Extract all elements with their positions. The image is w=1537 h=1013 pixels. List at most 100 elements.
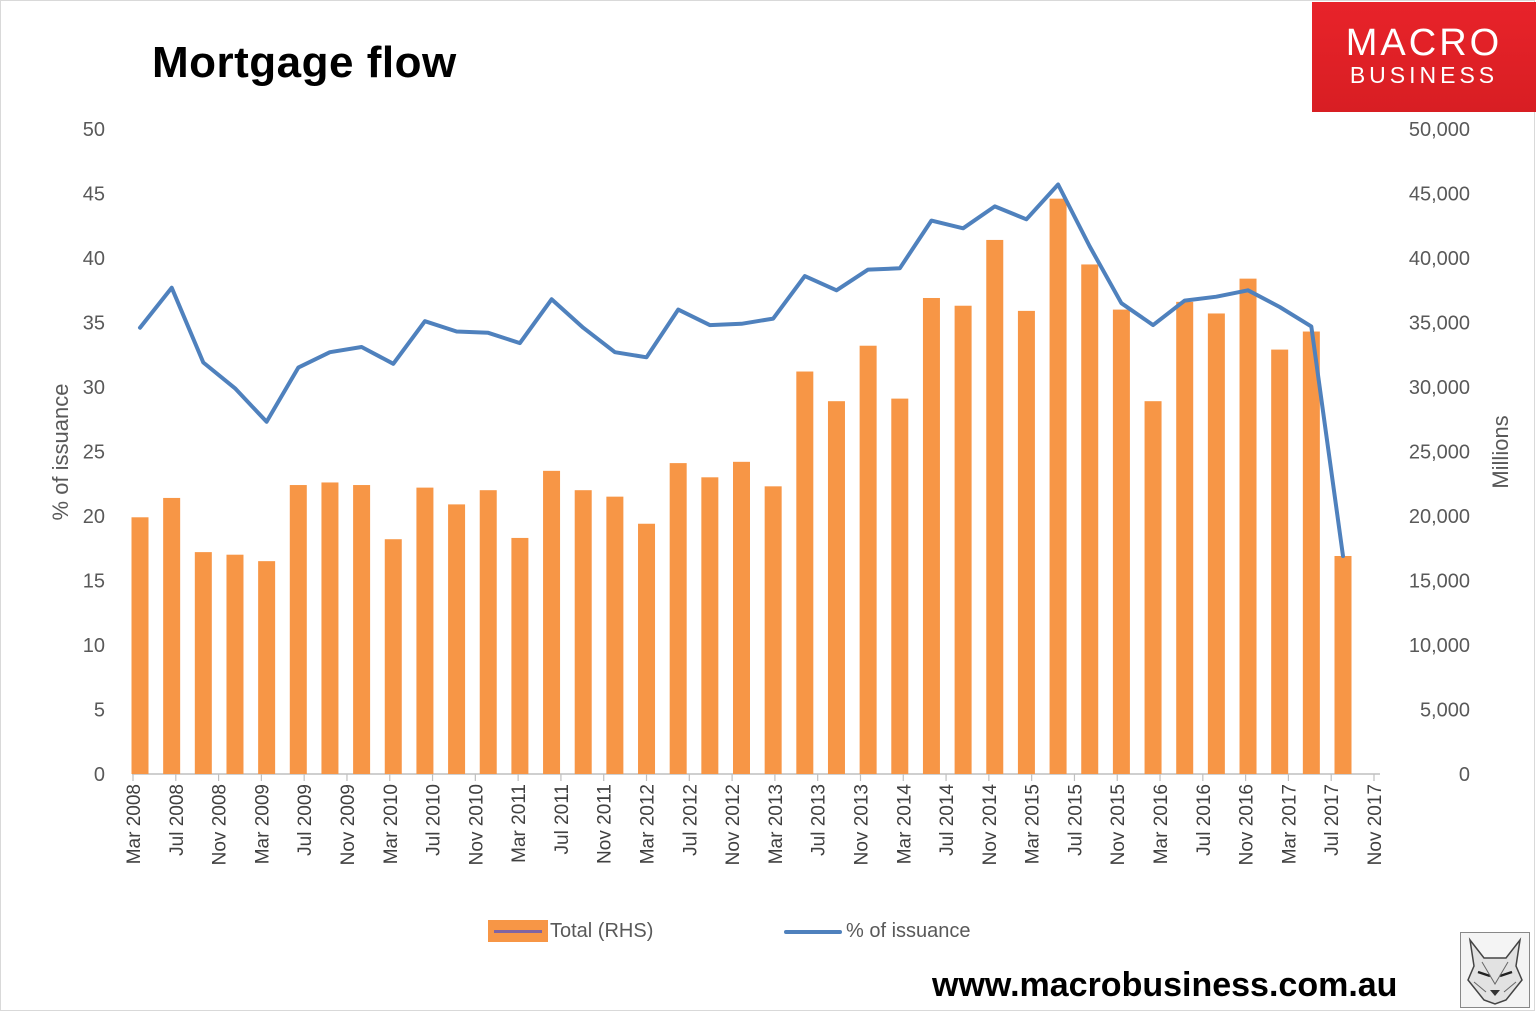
bar-series-total [131, 198, 1352, 774]
bar [1049, 198, 1067, 774]
x-tick-label: Nov 2015 [1108, 784, 1129, 865]
x-tick-label: Jul 2013 [809, 784, 830, 856]
x-tick-label: Jul 2011 [552, 784, 573, 854]
website-url[interactable]: www.macrobusiness.com.au [932, 966, 1398, 1004]
legend-label-total: Total (RHS) [550, 920, 654, 942]
bar [922, 297, 940, 774]
bar [1271, 349, 1289, 774]
bar [543, 470, 561, 774]
bar [321, 482, 339, 774]
y-right-tick-label: 45,000 [1409, 184, 1470, 206]
x-tick-label: Mar 2012 [638, 784, 659, 864]
y-right-tick-label: 15,000 [1409, 571, 1470, 593]
x-tick-label: Mar 2013 [766, 784, 787, 864]
y-right-tick-label: 10,000 [1409, 635, 1470, 657]
bar [574, 490, 592, 774]
x-tick-label: Nov 2010 [466, 784, 487, 865]
bar [669, 463, 687, 774]
bar [226, 554, 244, 774]
chart-title: Mortgage flow [152, 38, 457, 87]
bar [1144, 401, 1162, 774]
x-tick-label: Nov 2011 [595, 784, 616, 864]
bar [384, 539, 402, 774]
legend-label-issuance: % of issuance [846, 920, 971, 942]
y-left-tick-label: 15 [83, 571, 105, 593]
bar [606, 496, 624, 774]
y-left-tick-label: 35 [83, 313, 105, 335]
x-tick-label: Mar 2016 [1151, 784, 1172, 864]
y-left-tick-label: 25 [83, 442, 105, 464]
x-tick-label: Mar 2010 [381, 784, 402, 864]
bar [1334, 555, 1352, 774]
x-tick-label: Jul 2008 [167, 784, 188, 856]
bar [194, 552, 212, 774]
bar [163, 497, 181, 774]
y-right-tick-label: 40,000 [1409, 248, 1470, 270]
x-tick-label: Mar 2011 [509, 784, 530, 863]
y-right-tick-label: 20,000 [1409, 506, 1470, 528]
y-left-tick-label: 45 [83, 184, 105, 206]
y-left-tick-label: 10 [83, 635, 105, 657]
bar [701, 477, 719, 774]
x-tick-label: Mar 2015 [1023, 784, 1044, 864]
y-axis-right-label: Millions [1488, 415, 1513, 488]
bar [733, 461, 750, 774]
y-left-tick-label: 20 [83, 506, 105, 528]
y-right-tick-label: 50,000 [1409, 119, 1470, 141]
y-right-tick-label: 25,000 [1409, 442, 1470, 464]
x-tick-label: Mar 2017 [1279, 784, 1300, 864]
x-tick-label: Jul 2014 [937, 784, 958, 856]
bar [1302, 331, 1320, 774]
bar [448, 504, 466, 774]
wolf-sketch-icon [1460, 932, 1530, 1008]
bar [1017, 310, 1035, 774]
macrobusiness-logo[interactable]: MACRO BUSINESS [1312, 2, 1536, 112]
line-series-issuance [138, 182, 1345, 558]
y-left-tick-label: 30 [83, 377, 105, 399]
bar [1207, 313, 1225, 774]
bar [289, 485, 307, 774]
x-tick-label: Jul 2017 [1322, 784, 1343, 856]
y-right-tick-label: 0 [1459, 764, 1470, 786]
legend-swatch-line [784, 930, 842, 934]
y-right-tick-label: 5,000 [1420, 700, 1470, 722]
bar [511, 537, 529, 774]
x-tick-label: Nov 2016 [1237, 784, 1258, 865]
bar [764, 486, 782, 774]
x-tick-label: Nov 2008 [210, 784, 231, 865]
x-tick-label: Nov 2009 [338, 784, 359, 865]
x-tick-label: Mar 2008 [124, 784, 145, 864]
bar [1176, 301, 1194, 774]
bar [131, 517, 149, 774]
x-tick-label: Jul 2016 [1194, 784, 1215, 856]
bar [353, 485, 371, 774]
legend-swatch-bar [488, 920, 548, 942]
x-tick-label: Nov 2017 [1365, 784, 1386, 865]
y-right-tick-label: 35,000 [1409, 313, 1470, 335]
bar [1081, 264, 1099, 774]
x-tick-label: Mar 2014 [894, 784, 915, 865]
x-tick-label: Jul 2009 [295, 784, 316, 856]
x-tick-label: Jul 2015 [1065, 784, 1086, 856]
x-tick-label: Nov 2013 [851, 784, 872, 865]
bar [258, 561, 276, 774]
bar [1239, 278, 1257, 774]
tick-labels: 0 5 10 15 20 25 30 35 40 45 50 0 5,000 10,000 15,000 20… [83, 119, 1470, 865]
bar [479, 490, 497, 774]
logo-line-business: BUSINESS [1349, 62, 1499, 88]
bar [1112, 309, 1130, 774]
bar [891, 398, 909, 774]
bar [986, 239, 1004, 774]
y-left-tick-label: 40 [83, 248, 105, 270]
bar [859, 345, 877, 774]
bar [827, 401, 845, 774]
x-tick-label: Mar 2009 [252, 784, 273, 864]
logo-line-macro: MACRO [1345, 22, 1503, 64]
bar [954, 305, 972, 774]
bar [796, 371, 814, 774]
bar [638, 523, 656, 774]
x-tick-label: Jul 2012 [680, 784, 701, 856]
y-left-tick-label: 0 [94, 764, 105, 786]
